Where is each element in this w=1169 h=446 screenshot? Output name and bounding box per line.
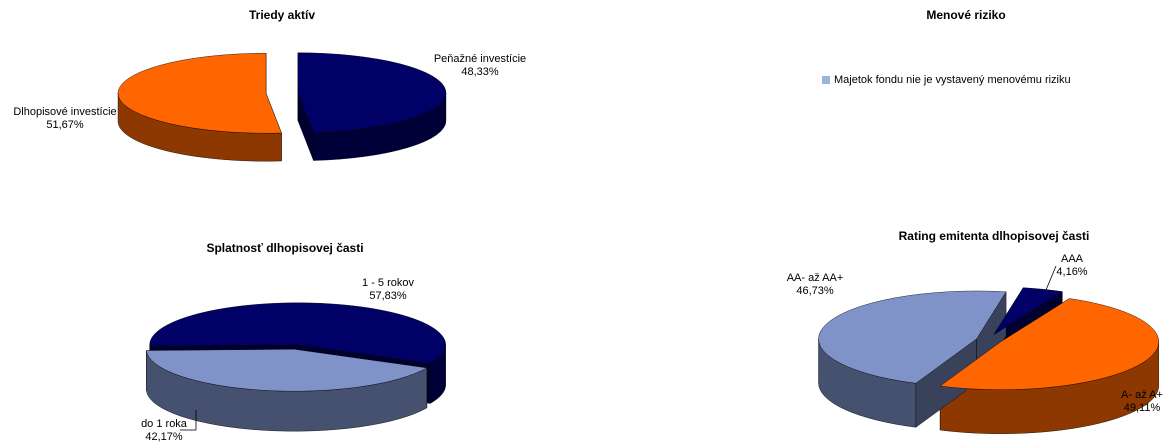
slice-label-do-1-roka: do 1 roka 42,17% xyxy=(141,418,187,444)
pie-slice xyxy=(939,298,1159,390)
pie-slice xyxy=(149,302,446,364)
slice-percent: 49,11% xyxy=(1123,402,1161,414)
pie-slice xyxy=(146,349,428,392)
chart-title-rating: Rating emitenta dlhopisovej časti xyxy=(898,229,1090,243)
legend-swatch xyxy=(822,76,830,84)
legend-label: Majetok fondu nie je vystavený menovému … xyxy=(834,74,1071,86)
slice-name: do 1 roka xyxy=(141,418,187,430)
pie-slice xyxy=(297,52,447,133)
pie-slice xyxy=(993,287,1063,335)
slice-percent: 48,33% xyxy=(461,66,499,78)
slice-name: Peňažné investície xyxy=(433,53,527,65)
pie-slice xyxy=(818,290,1007,384)
slice-percent: 51,67% xyxy=(46,119,84,131)
slice-percent: 46,73% xyxy=(796,285,834,297)
slice-label-1-5-rokov: 1 - 5 rokov 57,83% xyxy=(362,277,414,303)
slice-name: AA- až AA+ xyxy=(786,272,844,284)
leader-line xyxy=(1045,265,1057,291)
pie-slice xyxy=(117,53,282,134)
slice-percent: 4,16% xyxy=(1056,266,1088,278)
slice-name: 1 - 5 rokov xyxy=(362,277,414,289)
slice-label-dlhopisove: Dlhopisové investície 51,67% xyxy=(13,106,116,132)
chart-title-triedy-aktiv: Triedy aktív xyxy=(248,8,316,22)
slice-name: Dlhopisové investície xyxy=(13,106,117,118)
slice-label-penazne: Peňažné investície 48,33% xyxy=(434,53,526,79)
slice-percent: 42,17% xyxy=(145,431,183,443)
slice-label-aaa: AAA 4,16% xyxy=(1056,253,1087,279)
slice-name: AAA xyxy=(1060,253,1084,265)
slice-label-a: A- až A+ 49,11% xyxy=(1121,389,1163,415)
slice-percent: 57,83% xyxy=(369,290,407,302)
chart-title-menove-riziko: Menové riziko xyxy=(926,8,1006,22)
slice-name: A- až A+ xyxy=(1121,389,1163,401)
chart-title-splatnost: Splatnosť dlhopisovej časti xyxy=(206,241,364,255)
slice-label-aa: AA- až AA+ 46,73% xyxy=(787,272,844,298)
legend: Majetok fondu nie je vystavený menovému … xyxy=(822,74,1071,86)
